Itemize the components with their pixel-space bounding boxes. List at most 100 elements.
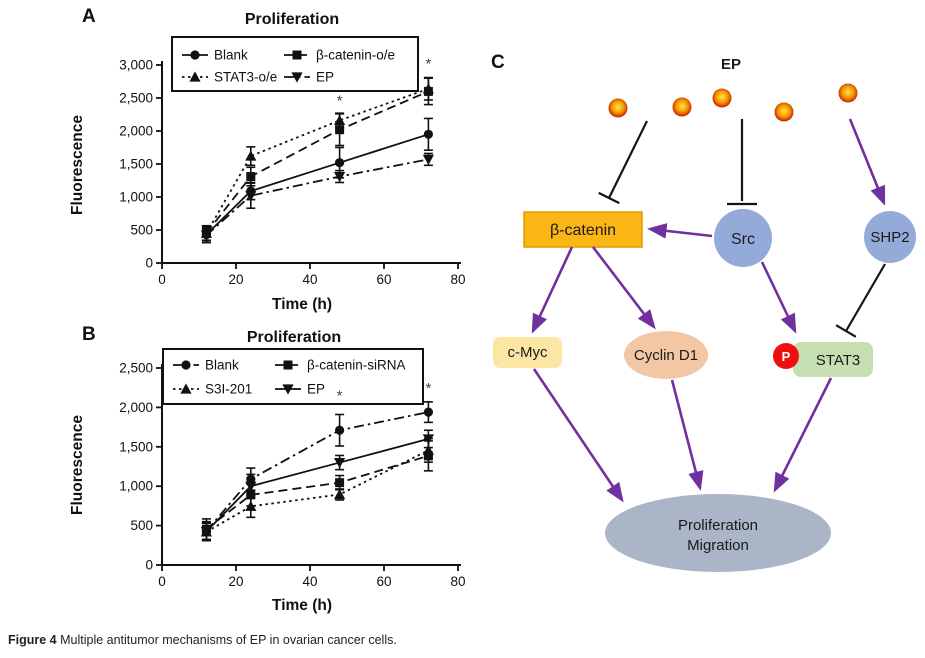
legend-item-Blank: Blank — [182, 48, 248, 63]
stat3-to-outcome-arrow — [773, 377, 833, 493]
series-line — [205, 455, 429, 530]
data-point-circle — [190, 50, 200, 60]
data-point-circle — [335, 425, 345, 435]
y-tick-label: 1,000 — [119, 479, 153, 494]
x-axis-label: Time (h) — [272, 597, 332, 614]
y-tick-label: 2,500 — [119, 361, 153, 376]
legend-label: Blank — [214, 48, 248, 63]
series-line — [205, 438, 429, 533]
cyclin-d1-node — [624, 331, 708, 379]
legend-item-β-catenin-o/e: β-catenin-o/e — [284, 48, 395, 63]
src-activates-stat3-arrow — [760, 261, 797, 334]
data-point-triangle-down — [334, 457, 346, 469]
data-point-triangle-down — [200, 526, 212, 538]
cyclin-d1-label: Cyclin D1 — [634, 347, 698, 364]
shp2-node — [864, 211, 916, 263]
data-point-circle — [335, 158, 345, 168]
x-tick-label: 0 — [158, 272, 166, 287]
y-axis-label: Fluorescence — [69, 115, 86, 215]
significance-asterisk: * — [425, 55, 431, 72]
legend-label: β-catenin-siRNA — [307, 358, 406, 373]
src-node — [714, 209, 772, 267]
y-tick-label: 1,500 — [119, 439, 153, 454]
outcome-label-line1: Proliferation — [678, 517, 758, 534]
series-line — [205, 87, 429, 234]
chart-title: Proliferation — [245, 11, 339, 28]
stat3-label: STAT3 — [816, 352, 860, 369]
data-point-triangle-down — [200, 230, 212, 241]
series-S3I-201 — [200, 437, 434, 542]
legend-label: S3I-201 — [205, 382, 252, 397]
legend-label: EP — [316, 70, 334, 85]
ep-inhibits-beta-catenin — [598, 120, 648, 205]
legend-label: EP — [307, 382, 325, 397]
ep-dot — [608, 98, 628, 118]
y-tick-label: 3,000 — [119, 58, 153, 73]
y-tick-label: 2,000 — [119, 400, 153, 415]
data-point-circle — [423, 129, 433, 139]
data-point-triangle-down — [282, 384, 294, 395]
ep-inhibits-src — [727, 119, 757, 206]
figure-caption: Figure 4 Multiple antitumor mechanisms o… — [8, 633, 397, 647]
x-tick-label: 20 — [228, 574, 243, 589]
panel-c-label: C — [491, 52, 505, 73]
ep-label: EP — [721, 56, 741, 73]
significance-asterisk: * — [337, 92, 343, 109]
y-tick-label: 0 — [145, 558, 153, 573]
y-tick-label: 1,500 — [119, 157, 153, 172]
inhibit-bar-icon — [835, 324, 857, 338]
y-tick-label: 2,000 — [119, 124, 153, 139]
y-tick-label: 500 — [130, 518, 153, 533]
legend-item-EP: EP — [284, 70, 334, 85]
series-line — [205, 133, 429, 236]
data-point-square — [246, 172, 256, 182]
legend-item-β-catenin-siRNA: β-catenin-siRNA — [275, 358, 406, 373]
x-tick-label: 60 — [376, 272, 391, 287]
significance-asterisk: * — [425, 380, 431, 397]
legend-label: Blank — [205, 358, 239, 373]
data-point-triangle-up — [245, 500, 257, 511]
data-point-triangle-down — [422, 434, 434, 445]
c-myc-label: c-Myc — [508, 344, 548, 361]
x-tick-label: 80 — [450, 574, 465, 589]
series-β-catenin-o/e — [201, 77, 433, 242]
legend-box — [162, 348, 424, 405]
data-point-circle — [423, 407, 433, 417]
beta-catenin-activates-cmyc-arrow — [531, 246, 574, 334]
data-point-square — [283, 360, 293, 370]
inhibit-bar-icon — [598, 191, 620, 205]
data-point-triangle-down — [245, 191, 257, 202]
figure-caption-text: Multiple antitumor mechanisms of EP in o… — [56, 633, 397, 647]
y-axis-label: Fluorescence — [69, 415, 86, 515]
data-point-triangle-down — [245, 481, 257, 492]
y-tick-label: 0 — [145, 256, 153, 271]
beta-catenin-activates-cyclind1-arrow — [591, 246, 656, 330]
data-point-triangle-down — [422, 154, 434, 165]
ep-dot — [838, 83, 858, 103]
legend-item-Blank: Blank — [173, 358, 239, 373]
data-point-triangle-up — [245, 150, 257, 161]
data-point-triangle-up — [189, 71, 201, 82]
phospho-badge — [773, 343, 799, 369]
ep-activates-shp2-arrow — [848, 118, 886, 206]
legend-label: β-catenin-o/e — [316, 48, 395, 63]
pathway-diagram: EP β-catenin Src SHP2 — [493, 56, 916, 572]
x-axis-label: Time (h) — [272, 296, 332, 313]
data-point-circle — [181, 360, 191, 370]
data-point-triangle-down — [291, 72, 303, 83]
beta-catenin-node — [523, 211, 643, 248]
shp2-inhibits-stat3 — [835, 263, 886, 338]
cmyc-to-outcome-arrow — [532, 368, 624, 503]
legend-item-STAT3-o/e: STAT3-o/e — [182, 70, 277, 85]
cyclind1-to-outcome-arrow — [670, 379, 704, 491]
c-myc-node — [493, 337, 562, 368]
significance-asterisk: * — [337, 387, 343, 404]
ep-dot — [774, 102, 794, 122]
ep-dot — [712, 88, 732, 108]
data-point-triangle-up — [334, 488, 346, 500]
shp2-label: SHP2 — [870, 229, 909, 246]
x-tick-label: 80 — [450, 272, 465, 287]
panel-b-label: B — [82, 324, 96, 345]
x-tick-label: 40 — [302, 272, 317, 287]
series-β-catenin-siRNA — [201, 440, 433, 541]
